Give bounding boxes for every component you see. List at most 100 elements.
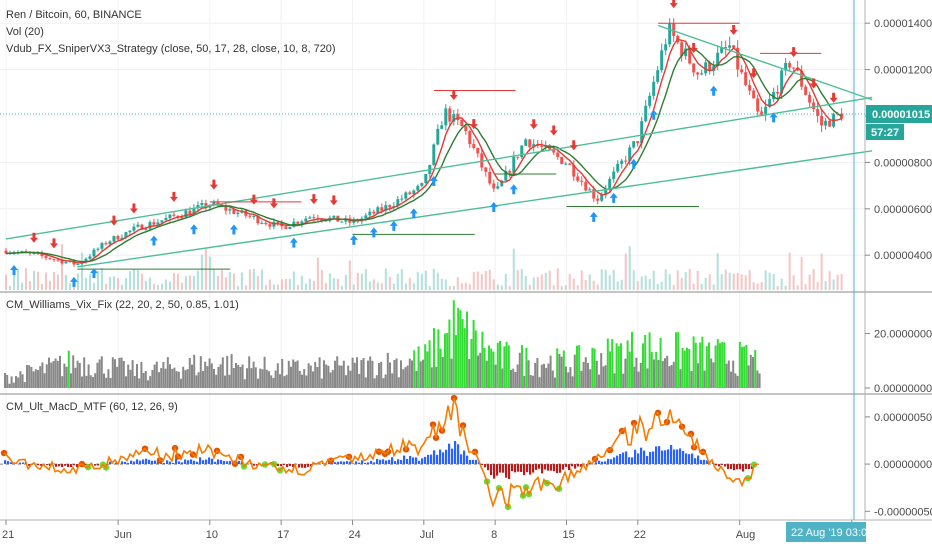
- volume-bar: [336, 278, 339, 290]
- volume-bar: [48, 280, 51, 290]
- macd-axis[interactable]: 0.00000050 0.00000000 -0.00000050: [865, 412, 932, 518]
- vix-bar: [265, 369, 268, 388]
- vix-bar: [162, 361, 165, 388]
- macd-histogram-bar: [706, 460, 709, 465]
- macd-histogram-bar: [484, 464, 487, 468]
- macd-histogram-bar: [469, 459, 472, 465]
- vix-bar: [21, 374, 24, 388]
- vix-bar: [637, 371, 640, 388]
- macd-histogram-bar: [385, 460, 388, 465]
- vix-bar: [584, 357, 587, 388]
- time-axis[interactable]: 21Jun101724Jul81522Aug12: [2, 520, 860, 541]
- vix-bar: [664, 358, 666, 388]
- vix-bar: [598, 374, 600, 388]
- candle-body: [804, 86, 808, 95]
- candle-body: [648, 95, 652, 106]
- macd-histogram-bar: [145, 458, 148, 465]
- vix-bar: [670, 364, 673, 388]
- vix-bar: [389, 362, 391, 388]
- vix-bar: [166, 357, 169, 388]
- vix-bar: [147, 380, 149, 388]
- vix-bar: [450, 358, 453, 388]
- volume-bar: [184, 276, 187, 290]
- vix-bar: [439, 348, 442, 388]
- macd-histogram-bar: [628, 457, 631, 465]
- volume-bar: [404, 283, 407, 290]
- vix-bar: [340, 365, 343, 388]
- candle-body: [740, 69, 744, 73]
- candle-body: [424, 174, 428, 184]
- candle-body: [224, 205, 228, 211]
- vix-bar: [730, 371, 732, 388]
- candle-body: [396, 199, 400, 207]
- vix-bar: [274, 370, 277, 388]
- vix-bar: [349, 370, 352, 388]
- vix-bar: [543, 363, 545, 388]
- candle-body: [480, 153, 484, 168]
- grid-layer: [0, 0, 865, 520]
- vix-bar: [727, 360, 730, 388]
- vix-bar: [347, 365, 350, 388]
- macd-histogram-bar: [328, 462, 331, 465]
- buy-arrow: [229, 224, 238, 235]
- volume-bar: [828, 271, 831, 290]
- buy-arrow: [429, 176, 438, 187]
- legend-macd[interactable]: CM_Ult_MacD_MTF (60, 12, 26, 9): [6, 401, 178, 413]
- candle-body: [828, 120, 832, 127]
- legend-volume[interactable]: Vol (20): [6, 26, 44, 38]
- candle-body: [380, 207, 384, 211]
- vix-bar: [89, 375, 92, 388]
- legend-strategy[interactable]: Vdub_FX_SniperVX3_Strategy (close, 50, 1…: [6, 43, 336, 55]
- vix-bar: [186, 369, 189, 388]
- candle-body: [568, 163, 572, 165]
- candle-body: [640, 121, 644, 144]
- candle-body: [100, 243, 104, 249]
- vix-bar: [510, 369, 512, 388]
- price-layer: [4, 18, 844, 267]
- macd-histogram-bar: [613, 457, 616, 465]
- legend-main-title[interactable]: Ren / Bitcoin, 60, BINANCE: [6, 9, 142, 21]
- candle-body: [432, 144, 436, 165]
- vix-bar: [384, 374, 387, 388]
- volume-bar: [88, 274, 91, 290]
- macd-histogram-bar: [610, 459, 613, 465]
- macd-histogram-bar: [457, 444, 460, 465]
- macd-histogram-bar: [394, 461, 397, 465]
- macd-histogram-bar: [382, 459, 385, 465]
- macd-histogram-bar: [676, 449, 679, 465]
- vix-bar: [369, 356, 372, 388]
- macd-histogram-bar: [37, 464, 40, 466]
- candle-body: [604, 189, 608, 195]
- macd-histogram-bar: [202, 460, 205, 465]
- vix-bar: [657, 359, 660, 388]
- vix-bar: [556, 348, 559, 388]
- volume-bar: [240, 272, 243, 290]
- legend-vix-fix[interactable]: CM_Williams_Vix_Fix (22, 20, 2, 50, 0.85…: [6, 299, 239, 311]
- macd-histogram-bar: [169, 461, 172, 465]
- vix-bar: [631, 331, 633, 388]
- vix-bar: [276, 363, 279, 388]
- candle-body: [460, 120, 464, 127]
- vix-bar: [85, 375, 88, 388]
- macd-histogram-bar: [292, 464, 295, 467]
- vix-bar: [549, 355, 552, 388]
- candle-body: [268, 224, 272, 227]
- candle-body: [388, 205, 392, 208]
- vix-bar: [228, 374, 231, 388]
- vix-axis[interactable]: 20.00000000 0.00000000: [865, 328, 932, 395]
- macd-histogram-bar: [355, 461, 358, 465]
- macd-histogram-bar: [502, 464, 505, 473]
- vix-bar: [307, 363, 310, 388]
- candle-body: [448, 108, 452, 122]
- volume-bar: [304, 283, 307, 290]
- vix-bar: [567, 372, 570, 388]
- macd-histogram-bar: [67, 464, 70, 468]
- volume-bar: [656, 283, 659, 290]
- vix-bar: [424, 344, 427, 388]
- volume-bar: [808, 274, 811, 290]
- buy-arrow: [769, 112, 778, 123]
- sell-arrow: [549, 125, 558, 136]
- volume-bar: [232, 273, 235, 290]
- volume-bar: [572, 278, 575, 290]
